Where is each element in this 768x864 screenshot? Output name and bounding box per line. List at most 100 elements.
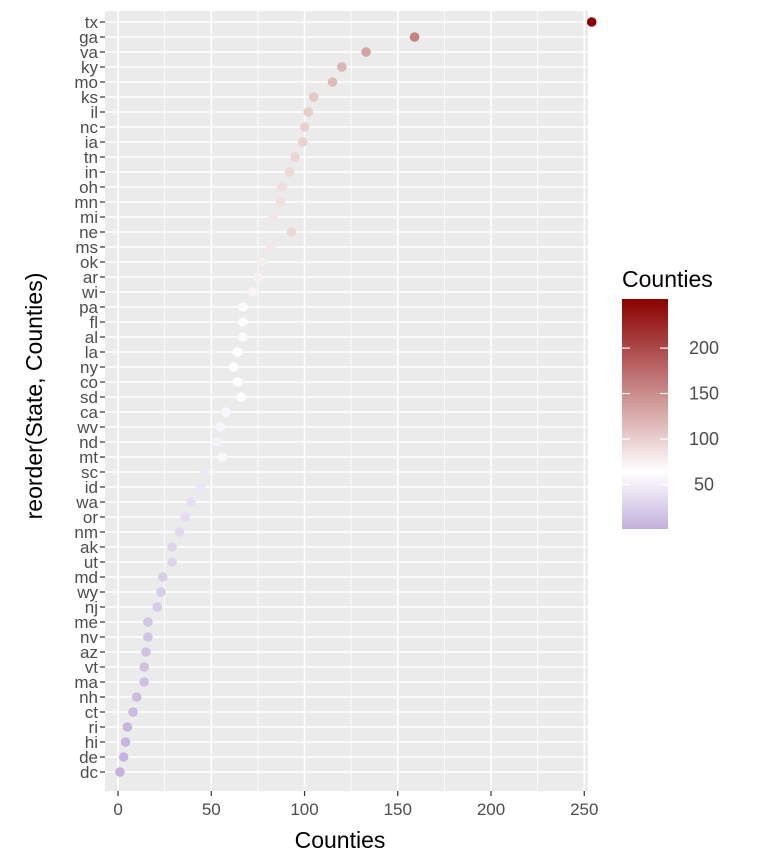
data-point-ak (167, 542, 177, 552)
data-point-ne (286, 227, 297, 237)
data-point-mo (327, 77, 338, 87)
y-tick-label-or: or (83, 508, 98, 527)
data-point-hi (120, 737, 131, 747)
y-tick-label-ga: ga (79, 28, 98, 47)
data-point-tn (290, 152, 301, 162)
data-point-il (303, 107, 314, 117)
data-point-wy (156, 587, 166, 597)
y-tick-label-wi: wi (81, 283, 98, 302)
y-tick-label-sd: sd (80, 388, 98, 407)
y-tick-label-ri: ri (89, 718, 98, 737)
y-tick-label-oh: oh (79, 178, 98, 197)
y-tick-label-ms: ms (75, 238, 98, 257)
data-point-sd (236, 392, 246, 402)
y-tick-label-de: de (79, 748, 98, 767)
legend-label: 150 (689, 384, 719, 404)
x-axis-title: Counties (295, 827, 386, 853)
y-tick-label-mo: mo (74, 73, 98, 92)
y-tick-label-ma: ma (74, 673, 98, 692)
legend-label: 50 (694, 474, 714, 494)
y-tick-label-nc: nc (80, 118, 98, 137)
data-point-mi (268, 212, 278, 222)
x-tick-label: 100 (290, 800, 318, 819)
y-tick-label-wv: wv (76, 418, 98, 437)
data-point-nc (299, 122, 310, 132)
y-tick-label-al: al (85, 328, 98, 347)
data-point-oh (277, 182, 287, 192)
y-tick-label-ne: ne (79, 223, 98, 242)
data-point-ia (297, 137, 308, 147)
data-point-ny (228, 362, 239, 372)
data-point-nd (212, 437, 222, 447)
y-tick-label-ia: ia (85, 133, 99, 152)
y-tick-label-ct: ct (85, 703, 99, 722)
y-tick-label-pa: pa (79, 298, 98, 317)
y-tick-label-il: il (90, 103, 98, 122)
y-tick-label-ca: ca (80, 403, 99, 422)
y-tick-label-in: in (85, 163, 98, 182)
data-point-nj (152, 602, 163, 612)
y-tick-label-ar: ar (83, 268, 98, 287)
data-point-fl (238, 317, 248, 327)
data-point-tx (586, 17, 597, 27)
panel-background (105, 11, 588, 791)
data-point-wi (247, 287, 258, 297)
y-tick-label-wa: wa (75, 493, 98, 512)
data-point-az (141, 647, 151, 657)
y-tick-label-hi: hi (85, 733, 98, 752)
legend-label: 100 (689, 429, 719, 449)
y-tick-label-wy: wy (76, 583, 98, 602)
y-tick-label-nm: nm (74, 523, 98, 542)
y-tick-label-co: co (80, 373, 98, 392)
y-tick-label-ky: ky (81, 58, 99, 77)
data-point-nh (131, 692, 142, 702)
data-point-de (118, 752, 129, 762)
data-point-ct (128, 707, 138, 717)
y-axis-title: reorder(State, Counties) (21, 273, 47, 520)
y-tick-label-nh: nh (79, 688, 98, 707)
data-point-me (143, 617, 153, 627)
x-tick-label: 0 (113, 800, 122, 819)
data-point-nm (174, 527, 185, 537)
data-point-md (158, 572, 168, 582)
y-tick-label-mi: mi (80, 208, 98, 227)
y-tick-label-ks: ks (81, 88, 98, 107)
y-tick-label-vt: vt (85, 658, 99, 677)
y-tick-label-az: az (80, 643, 98, 662)
data-point-wa (185, 497, 196, 507)
y-tick-label-sc: sc (81, 463, 99, 482)
legend-label: 200 (689, 338, 719, 358)
data-point-nv (143, 632, 153, 642)
x-axis-ticks: 0 50 100 150 200 250 (113, 791, 598, 819)
legend: Counties 50 100 150 200 (622, 266, 719, 529)
y-tick-label-mt: mt (79, 448, 98, 467)
data-point-sc (199, 467, 209, 477)
data-point-ut (167, 557, 177, 567)
y-tick-label-nv: nv (80, 628, 98, 647)
data-point-ar (253, 272, 263, 282)
data-point-ca (221, 407, 232, 417)
y-tick-label-ok: ok (80, 253, 98, 272)
data-point-ma (139, 677, 149, 687)
y-tick-label-nj: nj (85, 598, 98, 617)
data-point-ks (309, 92, 319, 102)
y-tick-label-va: va (80, 43, 99, 62)
data-point-mt (217, 452, 228, 462)
x-tick-label: 250 (570, 800, 598, 819)
data-points (115, 17, 597, 777)
data-point-ky (337, 62, 347, 72)
data-point-va (361, 47, 371, 57)
x-tick-label: 50 (202, 800, 221, 819)
data-point-or (180, 512, 190, 522)
grid-lines (105, 11, 588, 791)
data-point-ok (256, 257, 267, 267)
y-tick-label-id: id (85, 478, 98, 497)
y-tick-label-me: me (74, 613, 98, 632)
legend-title: Counties (622, 266, 713, 292)
data-point-al (238, 332, 248, 342)
y-tick-label-tx: tx (85, 13, 99, 32)
y-tick-label-ak: ak (80, 538, 98, 557)
legend-colorbar (622, 299, 668, 529)
y-tick-label-md: md (74, 568, 98, 587)
